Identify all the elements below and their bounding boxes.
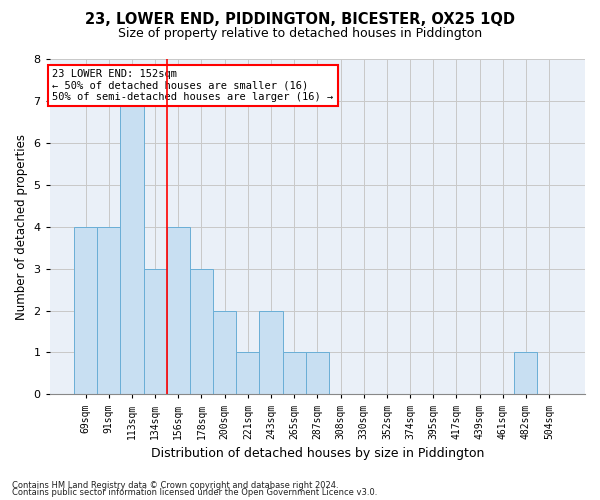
Bar (74, 226, 97, 394)
Bar (121, 101, 143, 394)
Bar (143, 268, 167, 394)
Bar (213, 310, 236, 394)
Bar (167, 226, 190, 394)
Y-axis label: Number of detached properties: Number of detached properties (15, 134, 28, 320)
Bar (97, 226, 121, 394)
Bar (259, 310, 283, 394)
Text: 23 LOWER END: 152sqm
← 50% of detached houses are smaller (16)
50% of semi-detac: 23 LOWER END: 152sqm ← 50% of detached h… (52, 69, 334, 102)
X-axis label: Distribution of detached houses by size in Piddington: Distribution of detached houses by size … (151, 447, 484, 460)
Bar (236, 352, 259, 395)
Bar (283, 352, 306, 395)
Text: Contains HM Land Registry data © Crown copyright and database right 2024.: Contains HM Land Registry data © Crown c… (12, 480, 338, 490)
Bar (514, 352, 538, 395)
Text: Contains public sector information licensed under the Open Government Licence v3: Contains public sector information licen… (12, 488, 377, 497)
Text: Size of property relative to detached houses in Piddington: Size of property relative to detached ho… (118, 28, 482, 40)
Bar (190, 268, 213, 394)
Bar (306, 352, 329, 395)
Text: 23, LOWER END, PIDDINGTON, BICESTER, OX25 1QD: 23, LOWER END, PIDDINGTON, BICESTER, OX2… (85, 12, 515, 28)
